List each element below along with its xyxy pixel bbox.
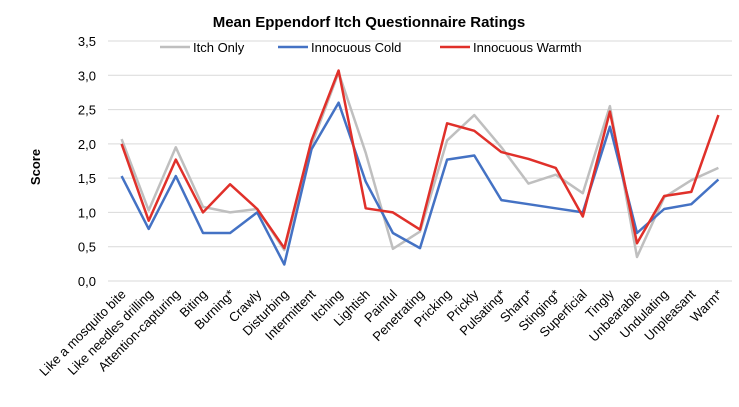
y-tick-label: 1,5	[78, 171, 96, 186]
y-tick-label: 2,5	[78, 103, 96, 118]
chart-title: Mean Eppendorf Itch Questionnaire Rating…	[213, 14, 526, 31]
y-tick-label: 0,0	[78, 274, 96, 289]
series-lines	[120, 69, 720, 266]
legend-label: Innocuous Cold	[311, 40, 401, 55]
legend-label: Itch Only	[193, 40, 245, 55]
legend-label: Innocuous Warmth	[473, 40, 582, 55]
y-tick-label: 1,0	[78, 205, 96, 220]
y-tick-label: 3,5	[78, 34, 96, 49]
gridlines	[108, 40, 732, 282]
y-tick-label: 3,0	[78, 68, 96, 83]
y-axis-ticks: 0,0 0,5 1,0 1,5 2,0 2,5 3,0 3,5	[78, 34, 96, 289]
legend: Itch Only Innocuous Cold Innocuous Warmth	[160, 40, 582, 55]
y-tick-label: 0,5	[78, 240, 96, 255]
series-line	[120, 69, 720, 250]
y-axis-label: Score	[28, 149, 43, 185]
series-line	[120, 101, 720, 266]
y-tick-label: 2,0	[78, 137, 96, 152]
